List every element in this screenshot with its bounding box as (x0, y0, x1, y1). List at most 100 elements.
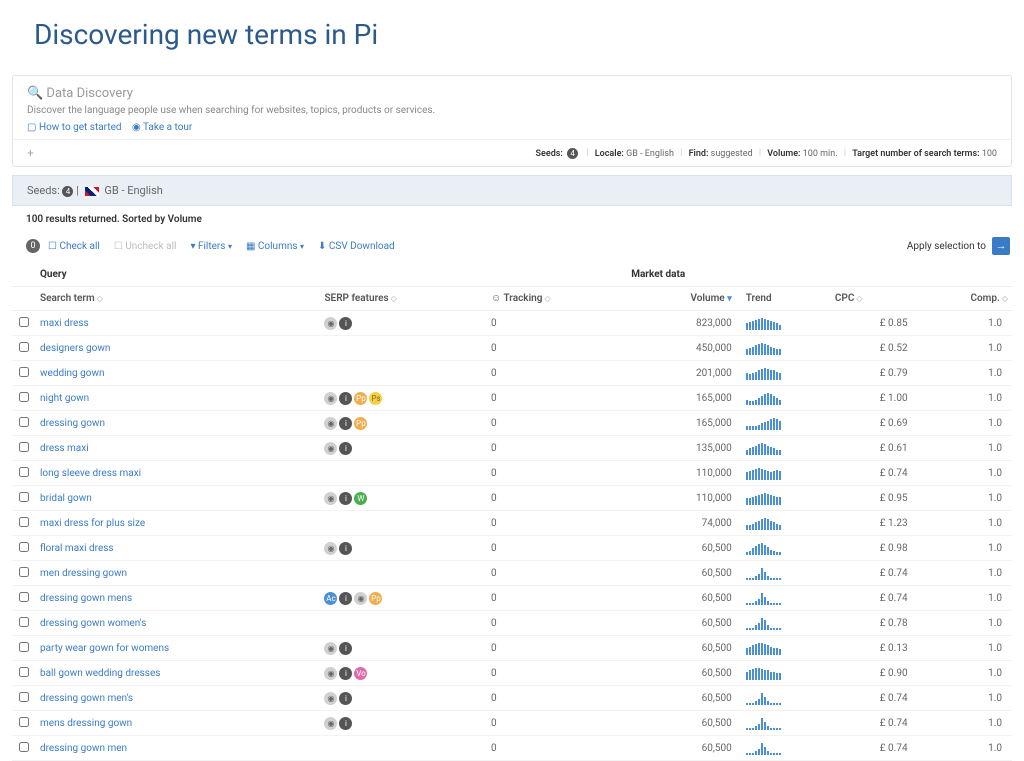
table-row: men dressing gown 0 60,500 £ 0.74 1.0 (12, 561, 1012, 586)
trend-sparkline (746, 716, 827, 730)
volume-cell: 110,000 (627, 461, 742, 486)
term-cell[interactable]: wedding gown (36, 361, 320, 386)
col-volume[interactable]: Volume ▾ (627, 287, 742, 311)
row-checkbox[interactable] (19, 617, 29, 627)
tracking-cell: 0 (487, 661, 627, 686)
row-checkbox[interactable] (19, 467, 29, 477)
row-checkbox[interactable] (19, 417, 29, 427)
comp-cell: 1.0 (918, 736, 1012, 761)
tracking-cell: 0 (487, 386, 627, 411)
term-cell[interactable]: party wear gown for womens (36, 636, 320, 661)
table-row: bridal gown ◉iW 0 110,000 £ 0.95 1.0 (12, 486, 1012, 511)
row-checkbox[interactable] (19, 592, 29, 602)
take-tour-link[interactable]: ◉ Take a tour (132, 122, 192, 133)
term-cell[interactable]: long sleeve dress maxi (36, 461, 320, 486)
serp-icon: ◉ (354, 592, 367, 605)
seeds-summary-bar: + Seeds: 4 | Locale: GB - English | Find… (13, 139, 1011, 166)
tracking-cell: 0 (487, 361, 627, 386)
serp-icon: ◉ (324, 492, 337, 505)
comp-cell: 1.0 (918, 311, 1012, 336)
term-cell[interactable]: men dressing gown (36, 561, 320, 586)
table-row: mens dressing gown ◉i 0 60,500 £ 0.74 1.… (12, 711, 1012, 736)
how-to-link[interactable]: ▢ How to get started (27, 122, 122, 133)
row-checkbox[interactable] (19, 517, 29, 527)
tracking-cell: 0 (487, 636, 627, 661)
uncheck-all-button[interactable]: ☐ Uncheck all (114, 241, 177, 252)
tracking-cell: 0 (487, 586, 627, 611)
serp-icon: i (339, 442, 352, 455)
term-cell[interactable]: maxi dress for plus size (36, 511, 320, 536)
volume-cell: 450,000 (627, 336, 742, 361)
row-checkbox[interactable] (19, 642, 29, 652)
serp-icon: ◉ (324, 667, 337, 680)
row-checkbox[interactable] (19, 542, 29, 552)
table-row: maxi dress ◉i 0 823,000 £ 0.85 1.0 (12, 311, 1012, 336)
cpc-cell: £ 0.61 (831, 436, 918, 461)
row-checkbox[interactable] (19, 367, 29, 377)
serp-icon: ◉ (324, 542, 337, 555)
row-checkbox[interactable] (19, 492, 29, 502)
table-row: designers gown 0 450,000 £ 0.52 1.0 (12, 336, 1012, 361)
comp-cell: 1.0 (918, 511, 1012, 536)
row-checkbox[interactable] (19, 317, 29, 327)
term-cell[interactable]: dressing gown men (36, 736, 320, 761)
term-cell[interactable]: ball gown wedding dresses (36, 661, 320, 686)
trend-sparkline (746, 641, 827, 655)
row-checkbox[interactable] (19, 742, 29, 752)
serp-icon: i (339, 417, 352, 430)
term-cell[interactable]: bridal gown (36, 486, 320, 511)
cpc-cell: £ 0.74 (831, 736, 918, 761)
term-cell[interactable]: dressing gown men's (36, 686, 320, 711)
col-tracking[interactable]: ☺ Tracking◇ (487, 287, 627, 311)
term-cell[interactable]: mens dressing gown (36, 711, 320, 736)
comp-cell: 1.0 (918, 661, 1012, 686)
toolbar: 0 ☐ Check all ☐ Uncheck all ▾ Filters ▾ … (0, 231, 1024, 261)
term-cell[interactable]: floral maxi dress (36, 536, 320, 561)
col-cpc[interactable]: CPC◇ (831, 287, 918, 311)
volume-cell: 823,000 (627, 311, 742, 336)
serp-icon: ◉ (324, 417, 337, 430)
row-checkbox[interactable] (19, 717, 29, 727)
columns-button[interactable]: ▦ Columns ▾ (246, 241, 304, 252)
term-cell[interactable]: night gown (36, 386, 320, 411)
tracking-cell: 0 (487, 486, 627, 511)
serp-icon: Pp (354, 392, 367, 405)
csv-button[interactable]: ⬇ CSV Download (318, 241, 395, 252)
term-cell[interactable]: dressing gown women's (36, 611, 320, 636)
term-cell[interactable]: dressing gown mens (36, 586, 320, 611)
col-search-term[interactable]: Search term◇ (36, 287, 320, 311)
row-checkbox[interactable] (19, 567, 29, 577)
row-checkbox[interactable] (19, 692, 29, 702)
row-checkbox[interactable] (19, 667, 29, 677)
table-row: dressing gown men's ◉i 0 60,500 £ 0.74 1… (12, 686, 1012, 711)
col-serp[interactable]: SERP features◇ (320, 287, 487, 311)
term-cell[interactable]: dress maxi (36, 436, 320, 461)
col-trend[interactable]: Trend (742, 287, 831, 311)
row-checkbox[interactable] (19, 442, 29, 452)
seeds-header: Seeds: 4 | GB - English (12, 175, 1012, 206)
serp-icon: i (339, 317, 352, 330)
term-cell[interactable]: maxi dress (36, 311, 320, 336)
check-all-button[interactable]: ☐ Check all (48, 241, 100, 252)
row-checkbox[interactable] (19, 392, 29, 402)
cpc-cell: £ 0.13 (831, 636, 918, 661)
row-checkbox[interactable] (19, 342, 29, 352)
volume-cell: 60,500 (627, 736, 742, 761)
term-cell[interactable]: designers gown (36, 336, 320, 361)
col-group-market: Market data (627, 261, 1012, 287)
panel-subtitle: Discover the language people use when se… (27, 105, 997, 116)
panel-heading: 🔍 Data Discovery (27, 86, 997, 101)
discovery-panel: 🔍 Data Discovery Discover the language p… (12, 75, 1012, 167)
volume-cell: 60,500 (627, 561, 742, 586)
apply-button[interactable]: → (992, 237, 1010, 255)
table-row: dressing gown men 0 60,500 £ 0.74 1.0 (12, 736, 1012, 761)
serp-icon: i (339, 717, 352, 730)
filters-button[interactable]: ▾ Filters ▾ (190, 241, 232, 252)
table-row: dressing gown ◉iPp 0 165,000 £ 0.69 1.0 (12, 411, 1012, 436)
term-cell[interactable]: dressing gown (36, 411, 320, 436)
comp-cell: 1.0 (918, 486, 1012, 511)
add-seed-icon[interactable]: + (27, 146, 34, 160)
serp-icon: Pp (369, 592, 382, 605)
col-comp[interactable]: Comp.◇ (918, 287, 1012, 311)
serp-icon: W (354, 492, 367, 505)
